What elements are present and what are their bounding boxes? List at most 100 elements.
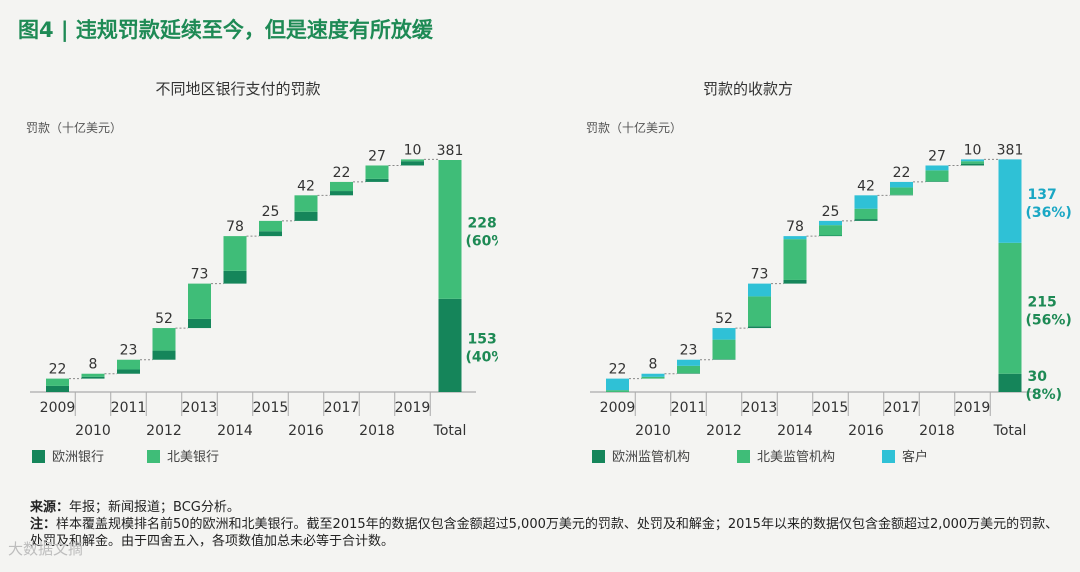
bar-segment	[81, 373, 105, 377]
bar-segment	[365, 165, 389, 179]
data-label: 42	[297, 178, 315, 194]
bar-segment	[925, 165, 949, 171]
bar-segment	[259, 220, 282, 232]
legend-swatch	[592, 450, 605, 463]
data-label: 27	[928, 148, 946, 164]
total-breakdown-pct: (56%)	[1026, 312, 1072, 328]
x-tick-label: 2013	[742, 400, 778, 416]
total-breakdown-value: 153	[468, 331, 497, 347]
legend-label: 欧洲监管机构	[612, 450, 690, 465]
bar-segment	[641, 376, 665, 379]
bar-segment	[223, 236, 247, 271]
bar-segment	[188, 318, 211, 329]
x-tick-label: Total	[993, 423, 1027, 439]
bar-segment	[401, 161, 424, 166]
footer-note: 注：样本覆盖规模排名前50的欧洲和北美银行。截至2015年的数据仅包含金额超过5…	[30, 517, 1059, 549]
x-tick-label: Total	[433, 423, 467, 439]
bar-segment	[925, 170, 949, 182]
bar-segment	[748, 283, 771, 297]
bar-segment	[925, 181, 949, 182]
legend-label: 欧洲银行	[52, 450, 104, 465]
x-tick-label: 2009	[600, 400, 636, 416]
bar-segment	[330, 181, 353, 192]
legend-label: 北美银行	[167, 450, 219, 465]
y-axis-label: 罚款（十亿美元）	[586, 120, 682, 135]
data-label: 52	[155, 311, 173, 327]
data-label: 78	[786, 219, 804, 235]
data-label: 10	[964, 142, 982, 158]
bar-segment	[854, 219, 878, 221]
x-tick-label: 2012	[706, 423, 742, 439]
bar-segment	[606, 390, 629, 392]
bar-segment	[712, 359, 736, 360]
total-bar-segment	[998, 373, 1022, 392]
bar-segment	[117, 359, 140, 370]
total-breakdown-value: 137	[1028, 187, 1057, 203]
x-tick-label: 2009	[40, 400, 76, 416]
bar-segment	[854, 195, 878, 209]
x-tick-label: 2019	[395, 400, 431, 416]
chart-title: 罚款的收款方	[703, 80, 793, 98]
bar-segment	[606, 378, 629, 391]
legend-label: 北美监管机构	[757, 450, 835, 465]
watermark: 大数据文摘	[8, 540, 84, 558]
bar-segment	[677, 373, 700, 374]
data-label: 73	[191, 267, 209, 283]
x-tick-label: 2014	[777, 423, 813, 439]
x-tick-label: 2017	[324, 400, 360, 416]
bar-segment	[152, 350, 176, 360]
bar-segment	[677, 359, 700, 366]
bar-segment	[890, 181, 913, 188]
bar-segment	[188, 283, 211, 319]
total-value-label: 381	[997, 142, 1024, 158]
legend-swatch	[882, 450, 895, 463]
bar-segment	[748, 326, 771, 329]
total-bar-segment	[438, 298, 462, 392]
data-label: 22	[333, 165, 351, 181]
data-label: 22	[893, 165, 911, 181]
total-bar-segment	[998, 242, 1022, 374]
data-label: 8	[649, 357, 658, 373]
data-label: 42	[857, 178, 875, 194]
data-label: 78	[226, 219, 244, 235]
legend-swatch	[737, 450, 750, 463]
data-label: 25	[822, 204, 840, 220]
bar-segment	[819, 235, 842, 237]
bar-segment	[961, 161, 984, 164]
x-tick-label: 2016	[848, 423, 884, 439]
x-tick-label: 2016	[288, 423, 324, 439]
total-breakdown-value: 30	[1028, 369, 1048, 385]
bar-segment	[294, 211, 318, 221]
x-tick-label: 2013	[182, 400, 218, 416]
data-label: 73	[751, 267, 769, 283]
bar-segment	[712, 339, 736, 360]
bar-segment	[712, 328, 736, 340]
x-tick-label: 2018	[359, 423, 395, 439]
x-tick-label: 2011	[671, 400, 707, 416]
bar-segment	[961, 163, 984, 166]
total-breakdown-value: 228	[468, 215, 497, 231]
x-tick-label: 2019	[955, 400, 991, 416]
bar-segment	[365, 178, 389, 182]
x-tick-label: 2018	[919, 423, 955, 439]
bar-segment	[46, 385, 69, 392]
total-breakdown-pct: (40%)	[466, 349, 499, 365]
total-bar-segment	[998, 159, 1022, 243]
bar-segment	[641, 373, 665, 377]
data-label: 23	[680, 343, 698, 359]
x-tick-label: 2010	[635, 423, 671, 439]
total-breakdown-pct: (36%)	[1026, 205, 1072, 221]
bar-segment	[677, 365, 700, 374]
bar-segment	[152, 328, 176, 351]
bar-segment	[223, 270, 247, 284]
y-axis-label: 罚款（十亿美元）	[26, 120, 122, 135]
bar-segment	[819, 220, 842, 226]
total-value-label: 381	[437, 143, 464, 159]
total-breakdown-pct: (60%)	[466, 233, 499, 249]
bar-segment	[783, 239, 807, 280]
total-breakdown-pct: (8%)	[1026, 387, 1063, 403]
data-label: 8	[89, 357, 98, 373]
data-label: 25	[262, 204, 280, 220]
